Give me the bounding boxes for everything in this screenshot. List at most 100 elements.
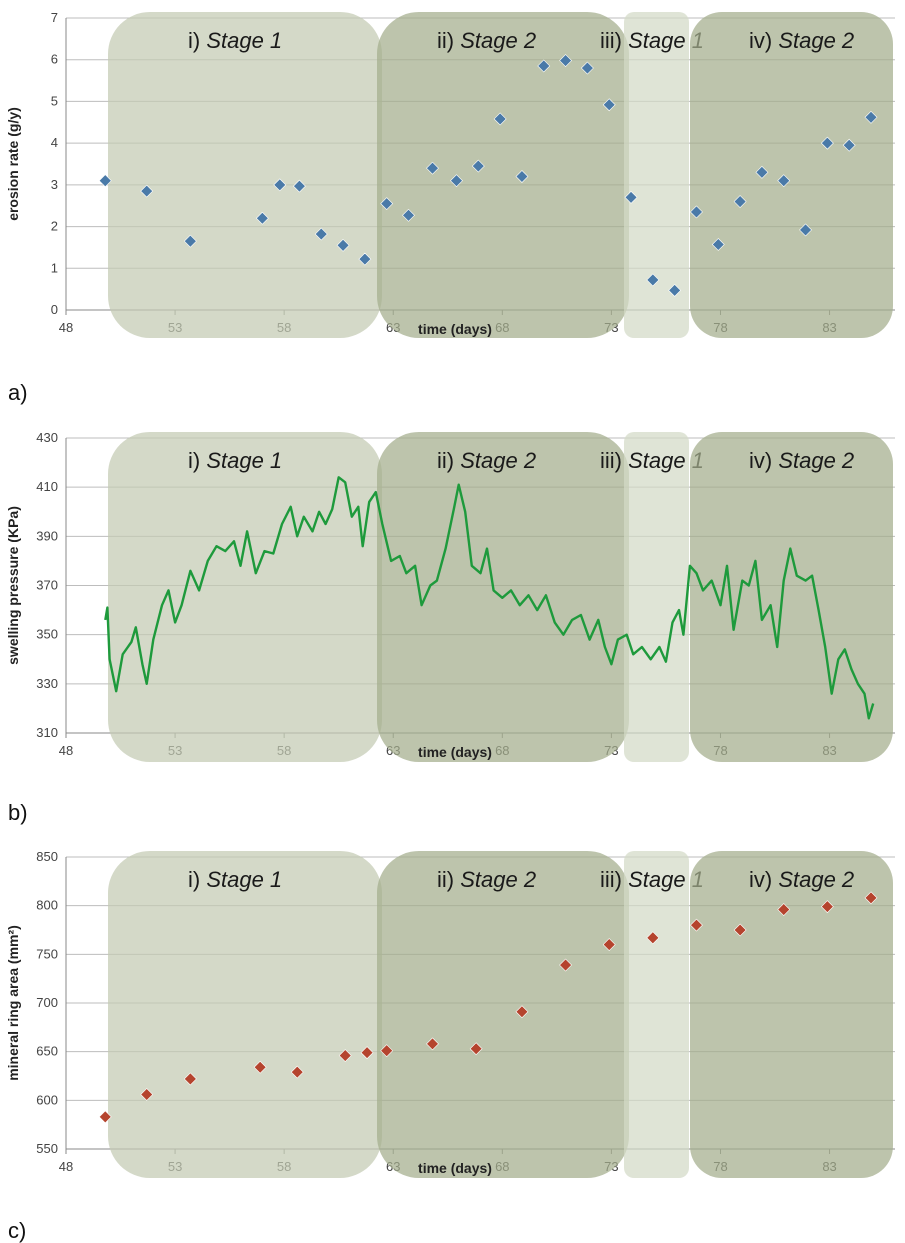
y-tick-label: 390: [36, 528, 58, 543]
panel-label: b): [8, 800, 28, 825]
data-point: [273, 178, 287, 192]
x-axis-title: time (days): [418, 744, 492, 760]
stage-region: [624, 851, 689, 1178]
stage-region: [690, 432, 893, 762]
y-tick-label: 370: [36, 578, 58, 593]
y-tick-label: 7: [51, 10, 58, 25]
x-tick-label: 48: [59, 320, 73, 335]
y-tick-label: 850: [36, 849, 58, 864]
y-axis-title: swelling pressure (KPa): [5, 506, 21, 665]
data-point: [733, 195, 747, 208]
stage-region: [108, 432, 382, 762]
data-point: [580, 61, 594, 75]
stage-numeral: ii): [437, 28, 460, 53]
data-point: [140, 1088, 154, 1101]
x-axis-title: time (days): [418, 321, 492, 337]
stage-region: [377, 851, 629, 1178]
stage-numeral: i): [188, 28, 206, 53]
y-tick-label: 410: [36, 479, 58, 494]
data-point: [646, 931, 660, 945]
stage-numeral: i): [188, 867, 206, 892]
x-tick-label: 48: [59, 743, 73, 758]
data-point: [360, 1046, 374, 1060]
stage-label: iv) Stage 2: [749, 867, 854, 892]
chart-panel-a: 012345674853586368737883i) Stage 1ii) St…: [5, 10, 895, 405]
data-point: [290, 1065, 304, 1079]
stage-label: iii) Stage 1: [600, 867, 704, 892]
stage-numeral: iv): [749, 867, 778, 892]
data-point: [668, 283, 682, 297]
data-point: [402, 208, 415, 222]
x-tick-label: 48: [59, 1159, 73, 1174]
y-tick-label: 350: [36, 627, 58, 642]
data-point: [98, 174, 112, 188]
stage-region: [108, 851, 382, 1178]
stage-label: i) Stage 1: [188, 867, 282, 892]
data-point: [253, 1060, 267, 1074]
data-point: [864, 891, 878, 905]
stage-label: ii) Stage 2: [437, 28, 536, 53]
stage-numeral: iii): [600, 867, 628, 892]
stage-numeral: iv): [749, 448, 778, 473]
y-tick-label: 550: [36, 1141, 58, 1156]
y-tick-label: 4: [51, 135, 58, 150]
data-point: [559, 958, 573, 972]
data-point: [864, 110, 878, 124]
y-tick-label: 5: [51, 93, 58, 108]
data-point: [537, 59, 551, 73]
stage-numeral: ii): [437, 448, 460, 473]
stage-name: Stage 1: [206, 448, 282, 473]
y-tick-label: 750: [36, 946, 58, 961]
data-point: [515, 170, 529, 183]
y-tick-label: 330: [36, 676, 58, 691]
y-axis-title: mineral ring area (mm²): [5, 925, 21, 1081]
data-point: [777, 903, 791, 916]
data-point: [314, 227, 328, 241]
stage-numeral: iii): [600, 28, 628, 53]
stage-label: iii) Stage 1: [600, 28, 704, 53]
data-point: [842, 138, 856, 152]
stage-name: Stage 2: [460, 867, 536, 892]
stage-label: ii) Stage 2: [437, 867, 536, 892]
stage-label: iii) Stage 1: [600, 448, 704, 473]
stage-numeral: iii): [600, 448, 628, 473]
data-point: [602, 98, 616, 112]
chart-panel-c: 5506006507007508008504853586368737883i) …: [5, 849, 895, 1243]
stage-name: Stage 2: [778, 28, 854, 53]
data-point: [380, 197, 394, 211]
data-point: [624, 190, 638, 204]
data-point: [493, 112, 507, 126]
y-axis-title: erosion rate (g/y): [5, 107, 21, 221]
y-tick-label: 700: [36, 995, 58, 1010]
y-tick-label: 310: [36, 725, 58, 740]
data-point: [338, 1049, 352, 1062]
stage-region: [377, 12, 629, 338]
stage-numeral: ii): [437, 867, 460, 892]
data-point: [559, 54, 573, 67]
stage-name: Stage 2: [778, 448, 854, 473]
stage-name: Stage 1: [206, 867, 282, 892]
data-point: [777, 174, 791, 188]
stage-name: Stage 2: [778, 867, 854, 892]
data-point: [358, 252, 372, 266]
data-point: [450, 174, 463, 188]
stage-label: i) Stage 1: [188, 28, 282, 53]
data-point: [755, 165, 769, 179]
stage-label: iv) Stage 2: [749, 448, 854, 473]
data-point: [602, 938, 616, 952]
y-tick-label: 430: [36, 430, 58, 445]
panel-label: a): [8, 380, 28, 405]
stage-numeral: i): [188, 448, 206, 473]
stage-label: ii) Stage 2: [437, 448, 536, 473]
data-point: [820, 900, 834, 914]
stage-label: iv) Stage 2: [749, 28, 854, 53]
data-point: [140, 184, 154, 198]
chart-panel-b: 3103303503703904104304853586368737883i) …: [5, 430, 895, 825]
y-tick-label: 800: [36, 898, 58, 913]
data-point: [799, 223, 812, 237]
stage-region: [108, 12, 382, 338]
data-point: [293, 179, 306, 193]
data-point: [515, 1005, 529, 1019]
y-tick-label: 6: [51, 52, 58, 67]
